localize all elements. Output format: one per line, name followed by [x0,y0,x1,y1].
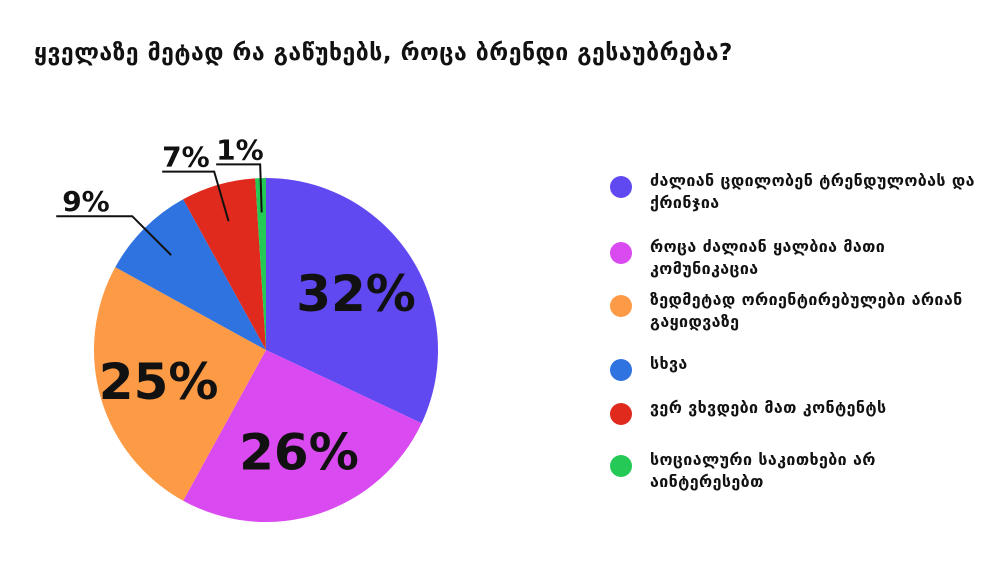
data-label: 26% [239,423,359,481]
legend-item: როცა ძალიან ყალბია მათი კომუნიკაცია [610,236,980,280]
legend-item: ვერ ვხვდები მათ კონტენტს [610,397,980,425]
chart-title: ყველაზე მეტად რა გაწუხებს, როცა ბრენდი გ… [34,40,733,66]
legend-label: სოციალური საკითხები არ აინტერესებთ [650,450,876,491]
legend-item: სოციალური საკითხები არ აინტერესებთ [610,449,980,493]
pie-chart: 32% 26% 25% 9% 7% 1% [56,133,438,523]
legend-label: ვერ ვხვდები მათ კონტენტს [650,398,887,417]
legend-swatch [610,455,632,477]
pie-slice [183,350,422,523]
data-label: 25% [99,353,219,411]
legend-label: ზედმეტად ორიენტირებულები არიან გაყიდვაზე [650,290,963,331]
pie-slice [183,178,266,350]
legend-swatch [610,242,632,264]
legend-label: ძალიან ცდილობენ ტრენდულობას და ქრინჯია [650,171,975,212]
leader-line [56,215,172,256]
legend-item: სხვა [610,353,980,381]
legend-item: ზედმეტად ორიენტირებულები არიან გაყიდვაზე [610,289,980,333]
legend-swatch [610,295,632,317]
pie-slice [266,178,438,424]
leader-line [162,170,230,222]
legend-swatch [610,176,632,198]
legend-item: ძალიან ცდილობენ ტრენდულობას და ქრინჯია [610,170,980,214]
data-label: 32% [296,265,416,323]
legend-swatch [610,403,632,425]
pie-slice [255,178,266,350]
data-label: 1% [216,133,264,166]
pie-slice [93,267,266,501]
legend-label: როცა ძალიან ყალბია მათი კომუნიკაცია [650,237,886,278]
leader-line [216,163,263,213]
legend-label: სხვა [650,354,688,373]
data-label: 7% [162,141,210,174]
data-label: 9% [62,185,110,218]
legend-swatch [610,359,632,381]
